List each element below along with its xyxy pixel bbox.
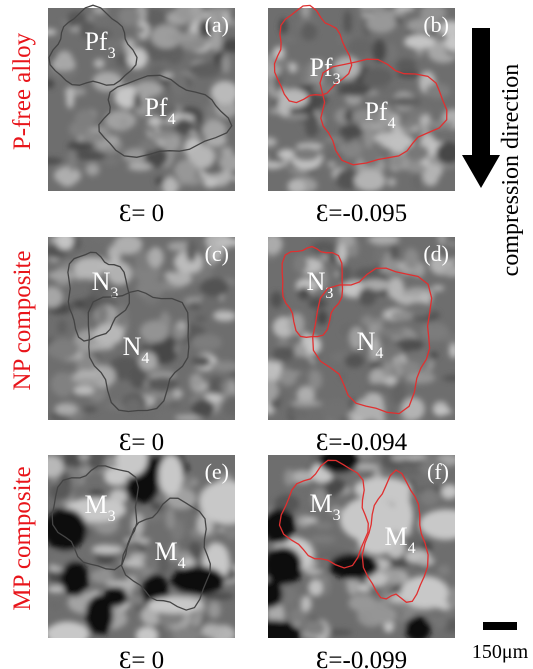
figure: compression direction 150μm P-free alloy… <box>0 0 533 669</box>
region-name: M <box>384 522 407 551</box>
strain-label: Ɛ= 0 <box>119 429 164 456</box>
region-subscript: 3 <box>108 45 116 62</box>
panel-letter: (b) <box>423 12 449 37</box>
region-subscript: 3 <box>110 285 118 302</box>
region-name: N <box>357 327 376 356</box>
arrow <box>462 28 500 188</box>
region-subscript: 4 <box>178 555 186 572</box>
panel-letter: (c) <box>205 241 229 266</box>
strain-label: Ɛ=-0.094 <box>316 429 408 456</box>
region-name: Pf <box>364 97 387 126</box>
arrow-label: compression direction <box>498 64 524 277</box>
strain-label: Ɛ=-0.099 <box>316 647 407 669</box>
region-name: N <box>92 267 111 296</box>
row-label: NP composite <box>9 250 36 390</box>
scale-label: 150μm <box>472 641 529 663</box>
panel-letter: (f) <box>427 459 449 484</box>
region-subscript: 3 <box>108 508 116 525</box>
strain-label: Ɛ=-0.095 <box>316 200 407 227</box>
row-label: P-free alloy <box>9 32 36 150</box>
region-name: M <box>309 489 332 518</box>
region-name: M <box>84 490 107 519</box>
strain-label: Ɛ= 0 <box>119 200 164 227</box>
row-label: MP composite <box>9 466 36 610</box>
region-name: Pf <box>84 27 107 56</box>
region-subscript: 3 <box>333 507 341 524</box>
region-subscript: 4 <box>375 345 383 362</box>
region-subscript: 3 <box>333 71 341 88</box>
panel-letter: (d) <box>423 241 449 266</box>
region-subscript: 4 <box>168 111 176 128</box>
region-name: Pf <box>144 93 167 122</box>
region-subscript: 4 <box>408 540 416 557</box>
panel-letter: (a) <box>205 12 229 37</box>
region-name: N <box>123 332 142 361</box>
scale-bar <box>483 622 517 630</box>
strain-label: Ɛ= 0 <box>119 647 164 669</box>
panel-letter: (e) <box>205 459 229 484</box>
region-subscript: 4 <box>141 350 149 367</box>
region-name: M <box>154 537 177 566</box>
region-subscript: 4 <box>388 115 396 132</box>
region-name: N <box>307 267 326 296</box>
